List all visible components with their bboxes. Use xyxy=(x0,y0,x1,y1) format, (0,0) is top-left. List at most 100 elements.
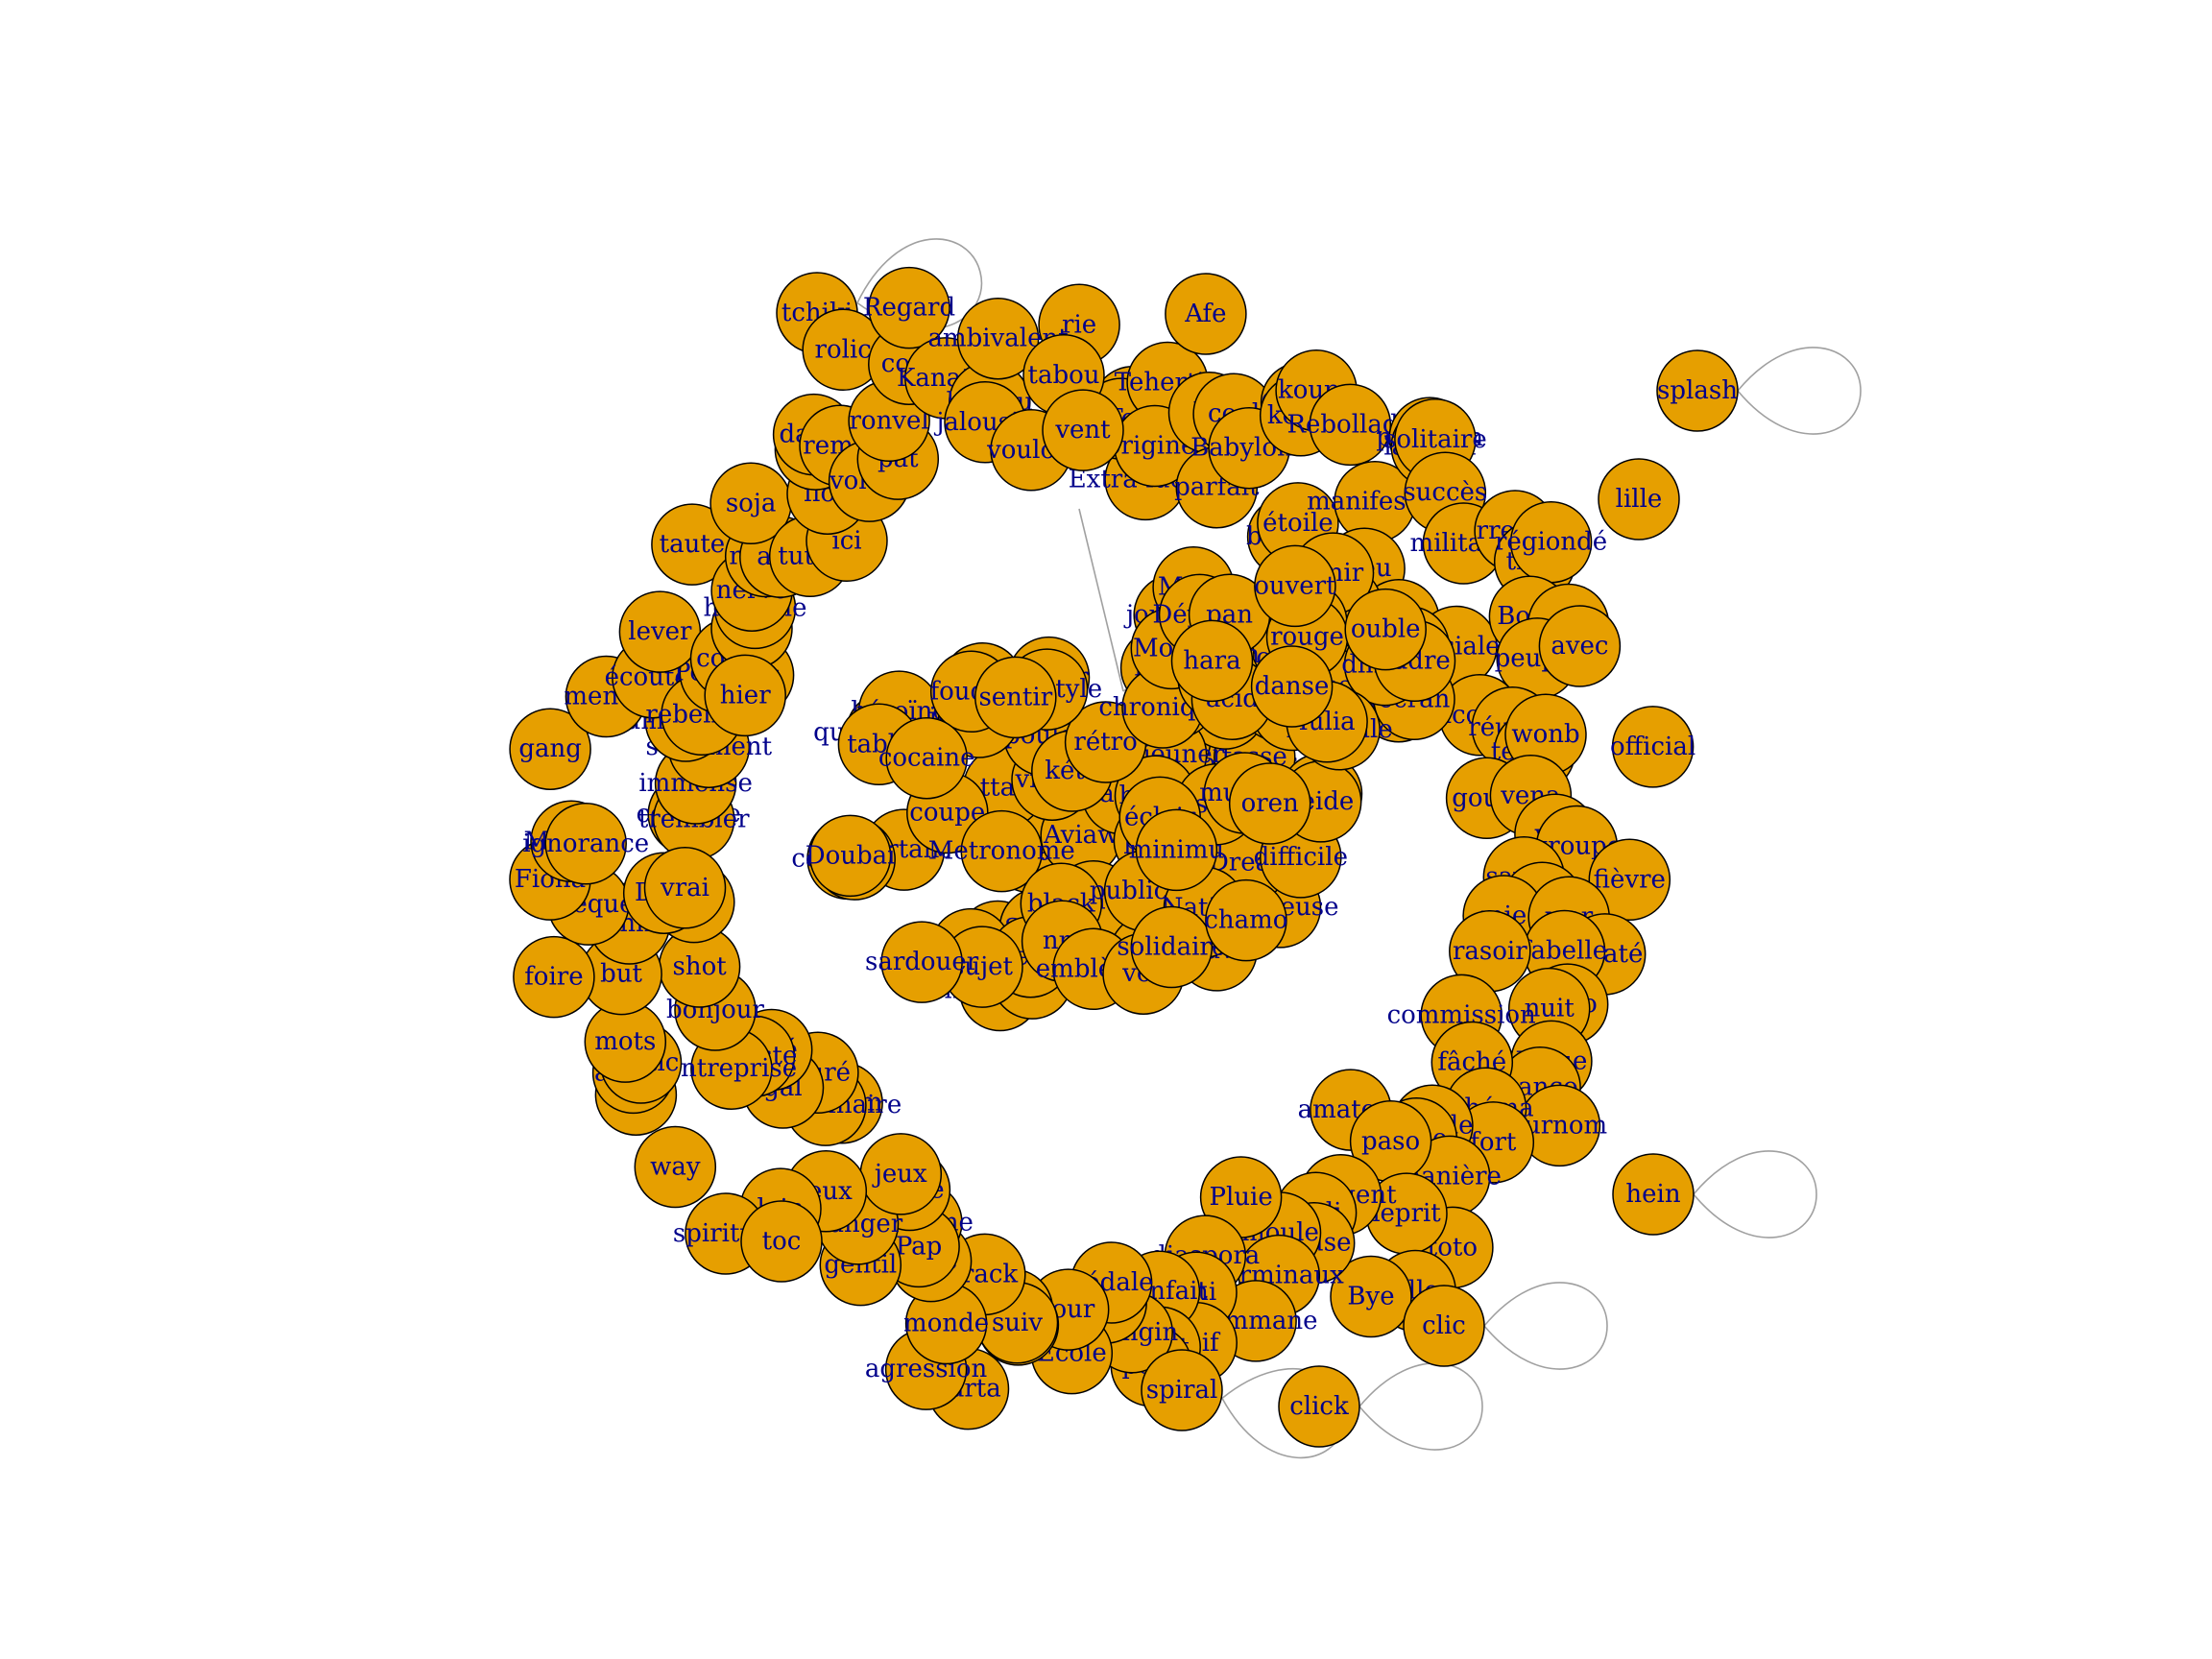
node-circle xyxy=(956,297,1040,380)
node-circle xyxy=(1656,349,1739,432)
node-circle xyxy=(1205,878,1287,962)
graph-node: sardouer xyxy=(865,921,979,1003)
node-circle xyxy=(808,814,892,898)
node-label: paso xyxy=(1361,1127,1420,1156)
node-label: official xyxy=(1610,733,1695,761)
node-label: lille xyxy=(1616,485,1663,514)
node-label: minimu xyxy=(1129,835,1224,864)
node-label: avec xyxy=(1551,632,1608,661)
node-circle xyxy=(1254,544,1336,628)
graph-node: chamo xyxy=(1204,878,1287,962)
node-label: gang xyxy=(518,734,582,763)
graph-node: hier xyxy=(704,654,786,737)
graph-node: ignorance xyxy=(522,803,649,885)
node-label: solitaire xyxy=(1383,425,1487,454)
graph-node: Bye xyxy=(1330,1255,1412,1338)
node-circle xyxy=(885,716,968,800)
node-circle xyxy=(544,803,627,885)
node-label: chamo xyxy=(1204,906,1287,935)
self-loop-edge xyxy=(1483,1282,1608,1370)
node-label: hein xyxy=(1625,1180,1680,1209)
node-label: jeux xyxy=(872,1160,927,1189)
graph-node: minimu xyxy=(1129,808,1224,892)
node-label: splash xyxy=(1657,376,1738,405)
graph-node: ouble xyxy=(1344,588,1427,671)
self-loop-edge xyxy=(1358,1362,1483,1451)
node-label: click xyxy=(1289,1392,1349,1421)
graph-node: lever xyxy=(618,590,702,673)
node-circle xyxy=(1612,1153,1695,1236)
graph-node: fièvre xyxy=(1588,838,1671,922)
node-circle xyxy=(1135,808,1218,892)
node-label: ronvel xyxy=(849,406,928,435)
node-label: soja xyxy=(726,489,777,517)
graph-nodes: tchikiriebenExtra-lucideTeTehertinorigin… xyxy=(509,266,1739,1448)
node-label: taute xyxy=(660,530,726,559)
graph-node: Afe xyxy=(1165,273,1247,355)
graph-node: spiral xyxy=(1141,1349,1223,1431)
graph-node: Regard xyxy=(863,266,955,349)
node-circle xyxy=(509,708,591,790)
node-circle xyxy=(1588,838,1671,922)
node-label: cocaine xyxy=(878,744,975,773)
node-circle xyxy=(1278,1365,1360,1448)
graph-node: avec xyxy=(1538,605,1622,687)
node-label: Bye xyxy=(1347,1283,1394,1311)
graph-node: official xyxy=(1610,706,1695,788)
node-label: ieprit xyxy=(1372,1199,1441,1228)
node-label: but xyxy=(600,960,642,989)
node-label: rasoir xyxy=(1453,937,1527,966)
graph-node: splash xyxy=(1656,349,1739,432)
graph-node: rasoir xyxy=(1449,910,1531,993)
node-circle xyxy=(634,1125,717,1209)
node-label: nuit xyxy=(1525,995,1575,1023)
graph-node: click xyxy=(1278,1365,1360,1448)
node-circle xyxy=(974,656,1057,739)
graph-node: sujet xyxy=(941,926,1023,1008)
graph-node: foire xyxy=(513,935,595,1019)
node-label: sardouer xyxy=(865,948,979,976)
node-label: hier xyxy=(720,681,771,709)
node-circle xyxy=(868,266,950,349)
node-circle xyxy=(960,809,1044,893)
node-label: spiral xyxy=(1146,1376,1218,1405)
graph-node: toc xyxy=(740,1200,823,1283)
node-label: rétro xyxy=(1073,728,1137,757)
node-label: Metronome xyxy=(928,837,1075,866)
graph-node: vrai xyxy=(643,847,727,929)
graph-node: Metronome xyxy=(928,809,1075,893)
graph-node: régiondé xyxy=(1495,500,1607,584)
node-label: tabou xyxy=(1028,361,1100,390)
node-label: vrai xyxy=(660,874,709,902)
node-label: difficile xyxy=(1254,843,1348,872)
node-label: régiondé xyxy=(1495,528,1607,557)
node-circle xyxy=(1598,458,1680,541)
graph-node: jeux xyxy=(859,1133,943,1215)
node-label: hara xyxy=(1183,646,1240,675)
graph-node: taute xyxy=(651,503,733,586)
graph-edge xyxy=(1078,508,1124,692)
graph-node: paso xyxy=(1349,1100,1432,1183)
graph-node: vent xyxy=(1042,389,1124,471)
graph-node: soja xyxy=(709,462,792,545)
node-label: suiv xyxy=(992,1309,1043,1337)
node-label: lever xyxy=(628,617,692,646)
node-circle xyxy=(1165,273,1247,355)
node-label: solidaire xyxy=(1117,933,1226,962)
graph-node: Doubai xyxy=(805,814,895,898)
graph-node: danse xyxy=(1250,645,1334,728)
node-label: fabelle xyxy=(1522,937,1607,966)
graph-node: ouvert xyxy=(1254,544,1336,628)
graph-node: rolic xyxy=(802,308,884,392)
node-label: mots xyxy=(594,1027,656,1056)
node-label: way xyxy=(650,1153,701,1182)
node-label: clic xyxy=(1422,1311,1466,1340)
graph-node: mots xyxy=(584,1000,667,1083)
graph-node: clic xyxy=(1403,1285,1485,1367)
node-circle xyxy=(740,1200,823,1283)
node-circle xyxy=(1611,706,1695,788)
node-circle xyxy=(1042,389,1124,471)
node-circle xyxy=(1330,1255,1412,1338)
node-circle xyxy=(1403,1285,1485,1367)
